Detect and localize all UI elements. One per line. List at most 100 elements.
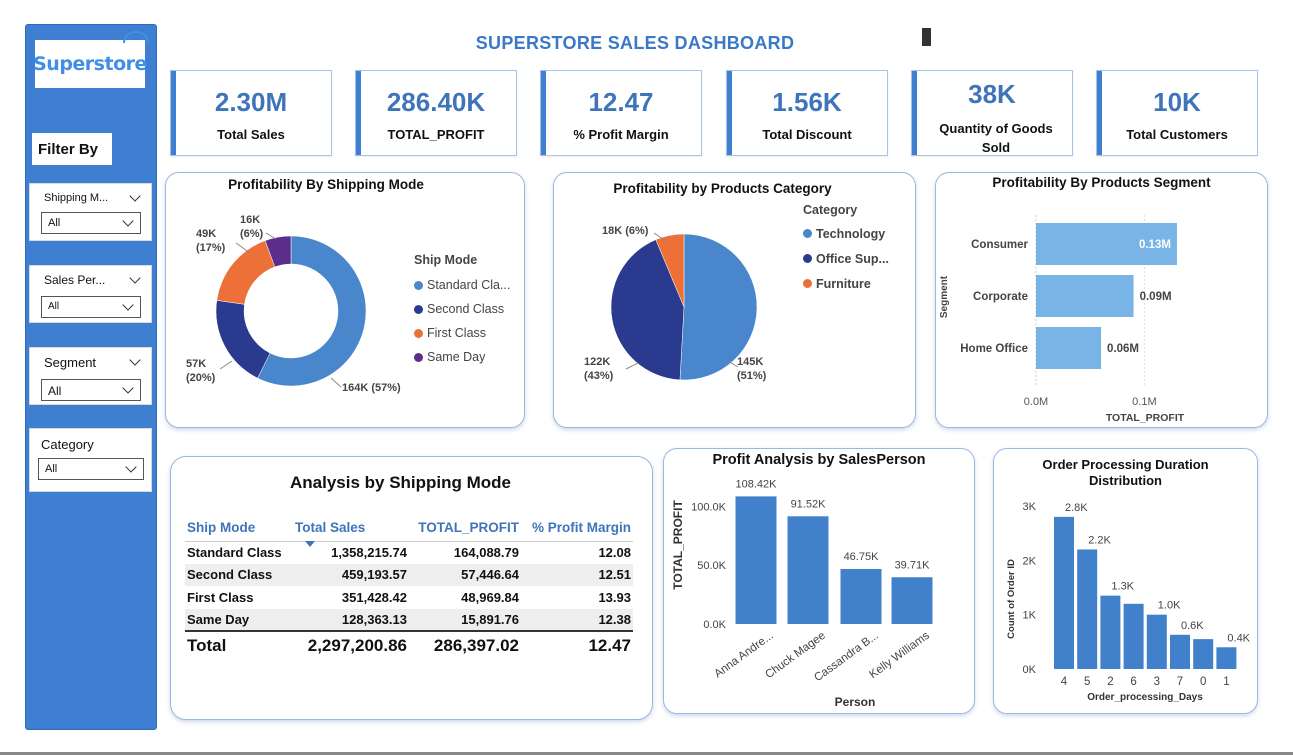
cell-total-sales: 459,193.57 bbox=[293, 563, 409, 586]
sidebar: Superstore Filter By Shipping M... All S… bbox=[25, 24, 157, 730]
card-segment-bar[interactable]: Profitability By Products Segment Consum… bbox=[935, 172, 1268, 428]
kpi-label: TOTAL_PROFIT bbox=[387, 127, 485, 142]
bar[interactable] bbox=[1077, 549, 1098, 669]
card-category-pie[interactable]: Profitability by Products Category 145K (… bbox=[553, 172, 916, 428]
slice-data-label: 57K bbox=[186, 358, 206, 370]
bar[interactable] bbox=[1054, 516, 1074, 669]
column-header-total-profit[interactable]: TOTAL_PROFIT bbox=[409, 515, 521, 542]
pie-slice[interactable] bbox=[610, 239, 685, 381]
sort-desc-icon[interactable] bbox=[305, 540, 315, 547]
data-label: 0.09M bbox=[1140, 291, 1172, 303]
bar[interactable] bbox=[1100, 595, 1121, 669]
card-shipping-table[interactable]: Analysis by Shipping Mode Ship Mode Tota… bbox=[170, 456, 653, 720]
chevron-down-icon[interactable] bbox=[129, 354, 141, 366]
cell-ship-mode: Second Class bbox=[185, 563, 293, 586]
bar[interactable] bbox=[735, 496, 777, 624]
legend-item-second[interactable]: Second Class bbox=[414, 297, 510, 321]
pie-chart[interactable]: 145K (51%) 122K (43%) 18K (6%) bbox=[554, 173, 917, 429]
legend-item-technology[interactable]: Technology bbox=[803, 221, 889, 246]
slicer-value: All bbox=[48, 301, 60, 312]
segment-bar-chart[interactable]: Consumer 0.13M Corporate 0.09M Home Office 0.… bbox=[936, 173, 1269, 429]
kpi-card-total-customers[interactable]: 10K Total Customers bbox=[1096, 70, 1258, 156]
bar[interactable] bbox=[1170, 634, 1190, 669]
kpi-card-profit-margin[interactable]: 12.47 % Profit Margin bbox=[540, 70, 702, 156]
chevron-down-icon[interactable] bbox=[129, 190, 141, 202]
chevron-down-icon bbox=[122, 382, 134, 394]
kpi-card-quantity-sold[interactable]: 38K Quantity of Goods Sold bbox=[911, 70, 1073, 156]
slicer-segment[interactable]: Segment All bbox=[29, 347, 152, 405]
table-row[interactable]: Same Day 128,363.13 15,891.76 12.38 bbox=[185, 608, 633, 631]
legend-item-first[interactable]: First Class bbox=[414, 321, 510, 345]
kpi-label: Total Discount bbox=[762, 127, 852, 142]
category-label: 5 bbox=[1084, 676, 1090, 688]
column-header-ship-mode[interactable]: Ship Mode bbox=[185, 515, 293, 542]
kpi-card-total-profit[interactable]: 286.40K TOTAL_PROFIT bbox=[355, 70, 517, 156]
bar[interactable] bbox=[1146, 614, 1167, 669]
y-axis-label: TOTAL_PROFIT bbox=[671, 500, 685, 590]
processing-bar-chart[interactable]: 0K 1K 2K 3K Count of Order ID 2.8K 4 2.2K 5 1.3K 2… bbox=[994, 449, 1259, 715]
data-label: 0.13M bbox=[1139, 239, 1171, 251]
card-salesperson-bar[interactable]: Profit Analysis by SalesPerson 0.0K 50.0K… bbox=[663, 448, 975, 714]
bar[interactable] bbox=[891, 577, 933, 624]
legend-title: Category bbox=[803, 203, 858, 217]
chart-title: Profitability By Shipping Mode bbox=[228, 177, 424, 192]
category-label: 4 bbox=[1061, 676, 1068, 688]
chevron-down-icon[interactable] bbox=[129, 272, 141, 284]
bar[interactable] bbox=[1193, 639, 1214, 669]
column-header-profit-margin[interactable]: % Profit Margin bbox=[521, 515, 633, 542]
slicer-sales-person[interactable]: Sales Per... All bbox=[29, 265, 152, 323]
legend-item-same-day[interactable]: Same Day bbox=[414, 345, 510, 369]
pie-slice[interactable] bbox=[679, 233, 758, 381]
table-row[interactable]: Standard Class 1,358,215.74 164,088.79 1… bbox=[185, 541, 633, 564]
cell-ship-mode: Standard Class bbox=[187, 545, 282, 560]
cell-total-sales: 128,363.13 bbox=[293, 608, 409, 631]
donut-chart[interactable]: 164K (57%) 57K (20%) 49K (17%) 16K (6%) bbox=[166, 173, 526, 429]
legend-item-standard[interactable]: Standard Cla... bbox=[414, 273, 510, 297]
legend-item-office-supplies[interactable]: Office Sup... bbox=[803, 246, 889, 271]
legend-dot bbox=[414, 304, 423, 314]
legend: Category Technology Office Sup... Furnit… bbox=[803, 203, 889, 296]
column-header-total-sales[interactable]: Total Sales bbox=[293, 515, 409, 547]
slicer-label: Segment bbox=[44, 355, 97, 370]
cell-total-profit: 164,088.79 bbox=[453, 545, 519, 560]
slice-data-label: 122K bbox=[584, 356, 610, 368]
cloud-icon bbox=[123, 31, 149, 43]
table-row[interactable]: First Class 351,428.42 48,969.84 13.93 bbox=[185, 586, 633, 609]
kpi-value: 286.40K bbox=[386, 87, 486, 117]
card-shipping-mode-donut[interactable]: Profitability By Shipping Mode 164K (57%… bbox=[165, 172, 525, 428]
slicer-dropdown[interactable]: All bbox=[41, 212, 141, 234]
pie-slice[interactable] bbox=[655, 233, 685, 308]
slicer-dropdown[interactable]: All bbox=[41, 379, 141, 401]
bar[interactable] bbox=[840, 568, 882, 624]
kpi-card-total-discount[interactable]: 1.56K Total Discount bbox=[726, 70, 888, 156]
slicer-shipping-mode[interactable]: Shipping M... All bbox=[29, 183, 152, 241]
table-row[interactable]: Second Class 459,193.57 57,446.64 12.51 bbox=[185, 563, 633, 586]
tick-label: 0.1M bbox=[1132, 396, 1156, 408]
leader-line bbox=[219, 360, 233, 370]
category-label: 6 bbox=[1130, 676, 1136, 688]
leader-line bbox=[265, 232, 277, 240]
slice-data-label: 49K bbox=[196, 228, 216, 240]
legend-item-furniture[interactable]: Furniture bbox=[803, 271, 889, 296]
legend-label: Second Class bbox=[427, 302, 505, 316]
bar[interactable] bbox=[1036, 275, 1134, 317]
y-axis-label: Count of Order ID bbox=[1006, 559, 1017, 639]
bar[interactable] bbox=[1036, 327, 1102, 369]
slicer-dropdown[interactable]: All bbox=[38, 458, 144, 480]
data-label: 0.4K bbox=[1227, 632, 1250, 644]
slicer-category[interactable]: Category All bbox=[29, 428, 152, 492]
slicer-value: All bbox=[48, 384, 62, 398]
superstore-logo: Superstore bbox=[33, 31, 149, 88]
slice-data-label: 18K (6%) bbox=[602, 225, 649, 237]
bar[interactable] bbox=[1036, 223, 1177, 265]
tick-label: 0.0M bbox=[1024, 396, 1048, 408]
slicer-dropdown[interactable]: All bbox=[41, 296, 141, 318]
card-processing-bar[interactable]: Order Processing Duration Distribution 0… bbox=[993, 448, 1258, 714]
table-title: Analysis by Shipping Mode bbox=[289, 473, 512, 492]
bar[interactable] bbox=[787, 516, 829, 624]
kpi-card-total-sales[interactable]: 2.30M Total Sales bbox=[170, 70, 332, 156]
donut-slice[interactable] bbox=[257, 235, 367, 387]
bar[interactable] bbox=[1216, 647, 1237, 669]
bar[interactable] bbox=[1123, 603, 1144, 669]
